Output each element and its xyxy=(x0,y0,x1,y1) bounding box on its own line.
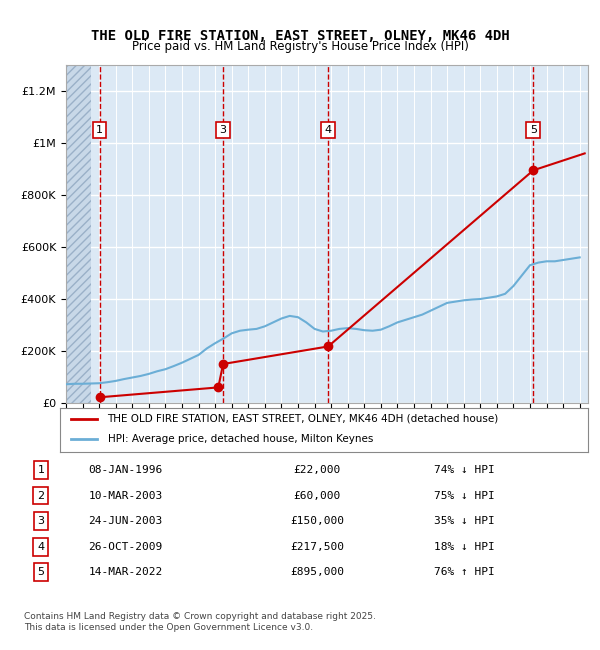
Text: THE OLD FIRE STATION, EAST STREET, OLNEY, MK46 4DH (detached house): THE OLD FIRE STATION, EAST STREET, OLNEY… xyxy=(107,413,499,424)
Text: 08-JAN-1996: 08-JAN-1996 xyxy=(88,465,163,475)
Text: 24-JUN-2003: 24-JUN-2003 xyxy=(88,516,163,526)
Text: 2: 2 xyxy=(37,491,44,500)
Text: £150,000: £150,000 xyxy=(290,516,344,526)
Text: Contains HM Land Registry data © Crown copyright and database right 2025.
This d: Contains HM Land Registry data © Crown c… xyxy=(24,612,376,632)
Bar xyxy=(66,65,91,403)
Text: 3: 3 xyxy=(37,516,44,526)
Text: 75% ↓ HPI: 75% ↓ HPI xyxy=(434,491,494,500)
Text: £895,000: £895,000 xyxy=(290,567,344,577)
Text: 4: 4 xyxy=(37,541,44,552)
Text: £60,000: £60,000 xyxy=(293,491,341,500)
Text: 5: 5 xyxy=(530,125,537,135)
Text: HPI: Average price, detached house, Milton Keynes: HPI: Average price, detached house, Milt… xyxy=(107,434,373,445)
Text: 26-OCT-2009: 26-OCT-2009 xyxy=(88,541,163,552)
Text: 76% ↑ HPI: 76% ↑ HPI xyxy=(434,567,494,577)
Text: £22,000: £22,000 xyxy=(293,465,341,475)
Text: Price paid vs. HM Land Registry's House Price Index (HPI): Price paid vs. HM Land Registry's House … xyxy=(131,40,469,53)
Text: 10-MAR-2003: 10-MAR-2003 xyxy=(88,491,163,500)
Text: 35% ↓ HPI: 35% ↓ HPI xyxy=(434,516,494,526)
Text: 14-MAR-2022: 14-MAR-2022 xyxy=(88,567,163,577)
Text: £217,500: £217,500 xyxy=(290,541,344,552)
Text: 18% ↓ HPI: 18% ↓ HPI xyxy=(434,541,494,552)
Text: THE OLD FIRE STATION, EAST STREET, OLNEY, MK46 4DH: THE OLD FIRE STATION, EAST STREET, OLNEY… xyxy=(91,29,509,44)
Text: 1: 1 xyxy=(37,465,44,475)
Text: 4: 4 xyxy=(325,125,332,135)
Text: 3: 3 xyxy=(220,125,227,135)
Text: 5: 5 xyxy=(37,567,44,577)
Text: 74% ↓ HPI: 74% ↓ HPI xyxy=(434,465,494,475)
Text: 1: 1 xyxy=(96,125,103,135)
